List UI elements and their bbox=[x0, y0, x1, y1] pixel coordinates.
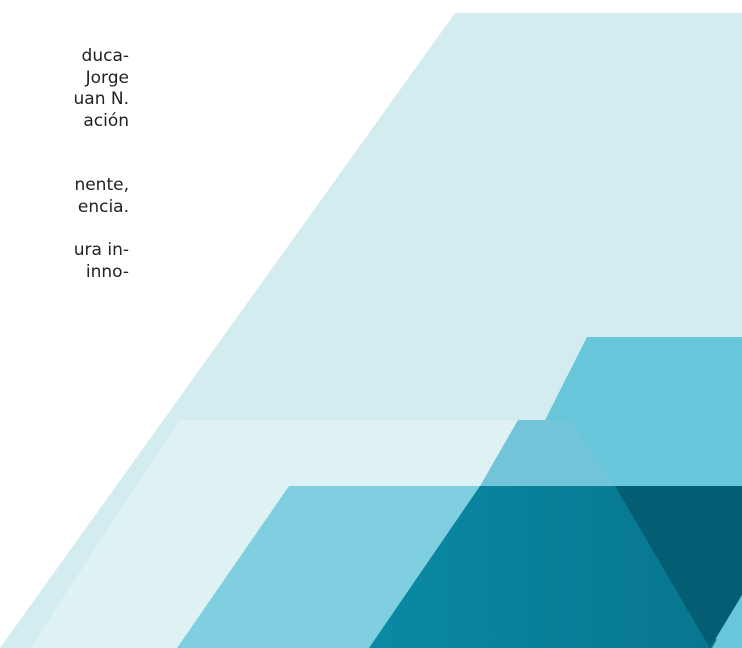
deep-teal-shape bbox=[369, 486, 722, 648]
paragraph-1-line-3: uan N. bbox=[73, 89, 130, 109]
light-sliver-shape bbox=[712, 595, 742, 648]
paragraph-3-line-2: inno- bbox=[85, 261, 129, 282]
paragraph-2-line-1: nente, bbox=[74, 175, 129, 195]
dark-teal-shape bbox=[615, 486, 742, 648]
paragraph-1-line-4: ación bbox=[83, 110, 129, 131]
paragraph-gap bbox=[0, 218, 129, 240]
paragraph-1-line-2: Jorge bbox=[85, 67, 129, 88]
paragraph-1-line-1: duca- bbox=[81, 46, 129, 66]
body-text: duca- Jorge uan N. ación nente, encia. u… bbox=[0, 46, 130, 283]
overlap-teal-shape bbox=[480, 420, 615, 486]
paragraph-3-line-1: ura in- bbox=[73, 240, 129, 260]
paragraph-gap bbox=[0, 132, 129, 175]
paragraph-2-line-2: encia. bbox=[77, 196, 129, 217]
